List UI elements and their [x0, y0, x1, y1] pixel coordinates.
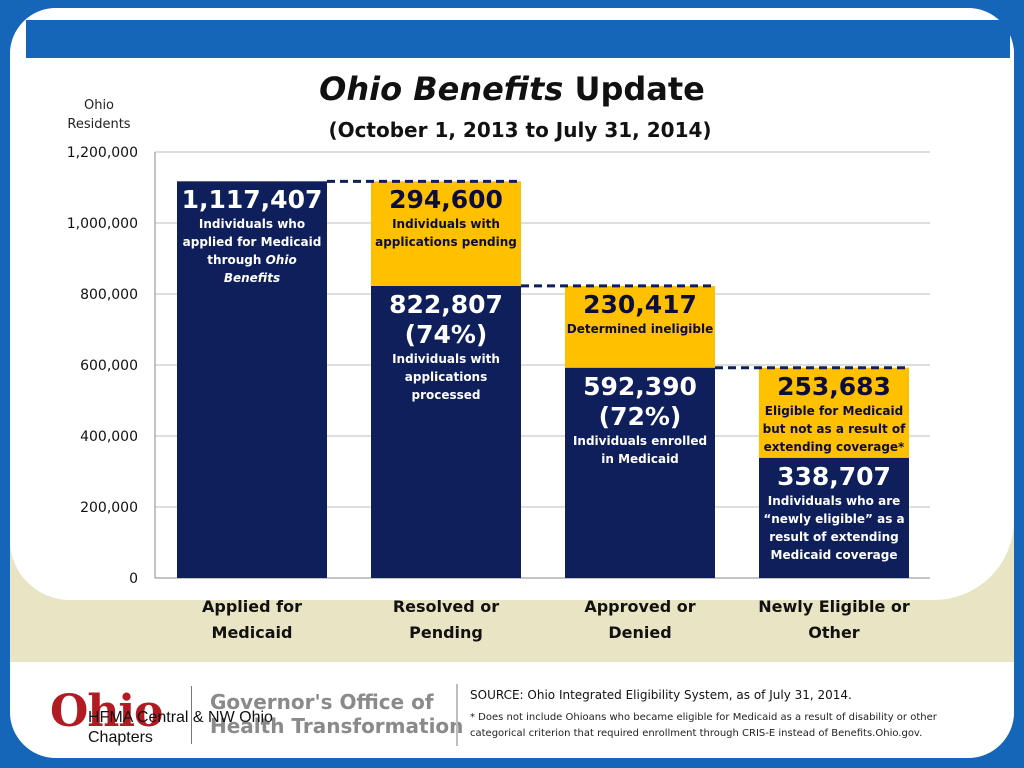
segment-description: applications	[404, 369, 488, 384]
segment-label: 1,117,407 Individuals who applied for Medi…	[177, 185, 327, 287]
office-line1: Governor's Office of	[210, 690, 434, 714]
segment-description: Individuals who	[198, 217, 306, 232]
segment-value: 294,600	[389, 185, 503, 215]
segment-value: (72%)	[598, 401, 682, 431]
segment-label: 253,683 Eligible for Medicaid but not as a…	[759, 372, 909, 456]
footer-panel	[10, 662, 1014, 758]
y-axis-title: Ohio Residents	[54, 96, 144, 134]
office-line2: Health Transformation	[210, 714, 464, 738]
segment-label: 592,390 (72%) Individuals enrolled in Medic…	[565, 372, 715, 468]
chapter-text: HFMA Central & NW Ohio Chapters	[88, 709, 273, 746]
y-tick-label: 0	[129, 571, 138, 587]
segment-value: 253,683	[777, 371, 891, 401]
y-tick-label: 800,000	[80, 287, 138, 303]
segment-description: applications pending	[375, 235, 517, 250]
segment-value: 338,707	[777, 461, 891, 491]
bar-segment-navy	[565, 367, 715, 578]
segment-description: extending coverage*	[763, 439, 905, 454]
chart-title: Ohio Benefits Update	[0, 70, 1024, 108]
chart-subtitle: (October 1, 2013 to July 31, 2014)	[328, 118, 712, 142]
segment-description: through Ohio	[207, 253, 297, 268]
segment-description: Medicaid coverage	[770, 547, 898, 562]
x-category-label: Approved or Denied	[584, 597, 696, 642]
x-category-label: Resolved or Pending	[392, 597, 500, 642]
x-category-label: Applied for Medicaid	[202, 597, 302, 642]
logo-divider	[191, 686, 192, 744]
y-tick-label: 600,000	[80, 358, 138, 374]
segment-value: 1,117,407	[181, 185, 323, 215]
segment-description: in Medicaid	[601, 451, 679, 466]
y-axis-title-line2: Residents	[67, 117, 131, 132]
y-tick-label: 1,000,000	[67, 216, 138, 232]
segment-value: 592,390	[583, 371, 697, 401]
bar-segment-gold	[759, 367, 909, 458]
segment-description: “newly eligible” as a	[763, 511, 905, 526]
title-rest: Update	[563, 70, 705, 108]
segment-description: Individuals enrolled	[572, 433, 708, 448]
segment-description: Benefits	[223, 271, 281, 286]
segment-description: Individuals with	[392, 217, 500, 232]
header-bar	[26, 20, 1010, 58]
office-logo: Governor's Office of Health Transformati…	[210, 690, 463, 738]
x-category-label: Newly Eligible or Other	[758, 597, 910, 642]
segment-value: 822,807	[389, 289, 503, 319]
footer-divider	[456, 684, 458, 746]
bar-segment-navy	[371, 285, 521, 578]
bar-segment-navy	[759, 457, 909, 578]
y-tick-label: 1,200,000	[67, 145, 138, 161]
y-tick-label: 400,000	[80, 429, 138, 445]
y-tick-label: 200,000	[80, 500, 138, 516]
bar-segment-navy	[177, 181, 327, 579]
segment-label: 338,707 Individuals who are “newly eligibl…	[759, 462, 909, 564]
segment-description: but not as a result of	[762, 421, 906, 436]
segment-label: 230,417 Determined ineligible	[565, 290, 715, 338]
ohio-logo: Ohio	[50, 686, 163, 737]
bar-segment-gold	[371, 181, 521, 286]
segment-description: result of extending	[769, 529, 899, 544]
segment-label: 822,807 (74%) Individuals with applications…	[371, 290, 521, 404]
segment-value: 230,417	[583, 289, 697, 319]
segment-label: 294,600 Individuals with applications pend…	[371, 185, 521, 251]
y-axis-title-line1: Ohio	[83, 98, 115, 113]
segment-description: applied for Medicaid	[182, 235, 322, 250]
segment-description: Eligible for Medicaid	[764, 403, 904, 418]
footnote-text: * Does not include Ohioans who became el…	[470, 712, 937, 739]
title-italic: Ohio Benefits	[319, 70, 564, 108]
segment-description: Determined ineligible	[566, 321, 714, 336]
segment-description: Individuals who are	[767, 493, 901, 508]
segment-description: processed	[411, 387, 481, 402]
segment-description: Individuals with	[392, 351, 500, 366]
bar-segment-gold	[565, 285, 715, 368]
source-text: SOURCE: Ohio Integrated Eligibility Syst…	[470, 688, 852, 702]
segment-value: (74%)	[404, 319, 488, 349]
